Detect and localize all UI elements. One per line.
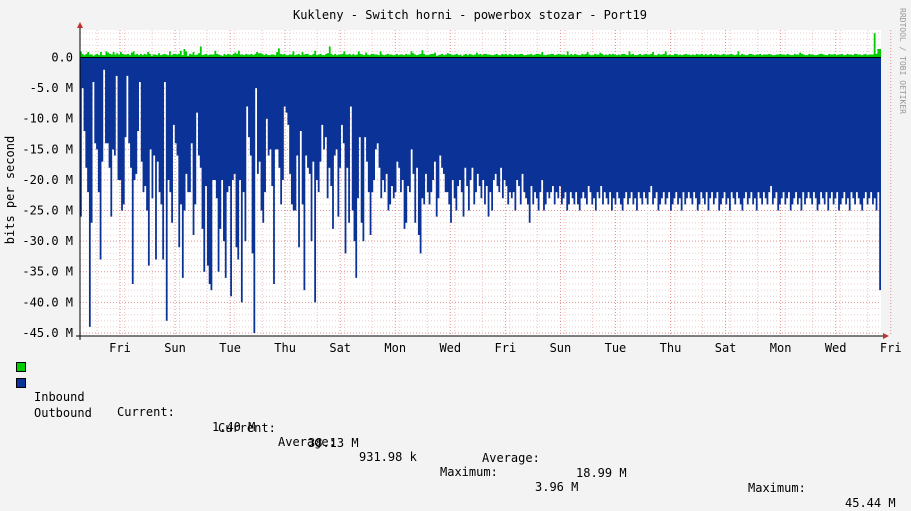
inbound-maximum-value: 3.96 M (535, 480, 579, 494)
axes: 0.0 -5.0 M -10.0 M -15.0 M -20.0 M -25.0 M -30… (22, 22, 902, 355)
y-tick-label: -30.0 M (22, 234, 73, 248)
inbound-swatch (16, 362, 26, 372)
chart-title: Kukleny - Switch horni - powerbox stozar… (293, 8, 647, 22)
y-tick-label: -20.0 M (22, 173, 73, 187)
x-tick-label: Wed (825, 341, 847, 355)
outbound-swatch (16, 378, 26, 388)
inbound-maximum-label: Maximum: (440, 465, 498, 479)
x-tick-label: Tue (605, 341, 627, 355)
x-tick-label: Sat (715, 341, 737, 355)
inbound-average-value: 931.98 k (359, 450, 417, 464)
x-tick-label: Mon (770, 341, 792, 355)
y-tick-label: -5.0 M (30, 81, 73, 95)
outbound-average-label: Average: (482, 451, 540, 465)
x-tick-label: Sat (329, 341, 351, 355)
y-tick-label: -10.0 M (22, 112, 73, 126)
legend-outbound: Outbound Current: 38.13 M Average: 18.99… (16, 376, 896, 510)
x-tick-label: Thu (274, 341, 296, 355)
x-axis-arrow (883, 333, 889, 339)
outbound-maximum-value: 45.44 M (845, 496, 896, 510)
traffic-chart: 0.0 -5.0 M -10.0 M -15.0 M -20.0 M -25.0 M -30… (3, 8, 907, 355)
outbound-current-value: 38.13 M (308, 436, 359, 450)
series-areas (80, 33, 881, 333)
y-tick-label: -45.0 M (22, 326, 73, 340)
legend-inbound: Inbound Current: 1.40 M Average: 931.98 … (16, 360, 578, 494)
y-tick-label: 0.0 (51, 51, 73, 65)
y-tick-label: -35.0 M (22, 265, 73, 279)
x-tick-label: Fri (495, 341, 517, 355)
x-tick-label: Sun (550, 341, 572, 355)
x-tick-label: Fri (109, 341, 131, 355)
outbound-maximum-label: Maximum: (748, 481, 806, 495)
outbound-name: Outbound (34, 406, 92, 420)
outbound-current-label: Current: (218, 421, 276, 435)
y-tick-label: -40.0 M (22, 295, 73, 309)
watermark: RRDTOOL / TOBI OETIKER (898, 8, 907, 114)
x-tick-label: Mon (384, 341, 406, 355)
x-tick-label: Sun (164, 341, 186, 355)
y-axis-arrow (77, 22, 83, 28)
y-tick-label: -15.0 M (22, 142, 73, 156)
x-tick-label: Fri (880, 341, 902, 355)
inbound-current-label: Current: (117, 405, 175, 419)
inbound-name: Inbound (34, 390, 85, 404)
x-tick-label: Tue (219, 341, 241, 355)
rrd-graph: { "chart_data": { "type": "area", "title… (3, 8, 907, 510)
x-tick-label: Thu (660, 341, 682, 355)
y-tick-label: -25.0 M (22, 204, 73, 218)
series-inbound-area (80, 33, 881, 58)
outbound-average-value: 18.99 M (576, 466, 627, 480)
x-tick-label: Wed (439, 341, 461, 355)
y-axis-label: bits per second (3, 136, 17, 244)
series-outbound-area (80, 57, 881, 333)
